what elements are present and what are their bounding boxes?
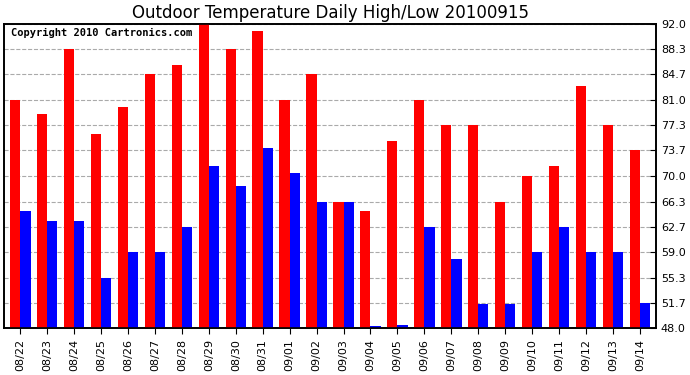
Bar [387,141,397,328]
Bar [522,176,532,328]
Bar [20,211,30,328]
Bar [209,166,219,328]
Bar [253,31,263,328]
Bar [118,107,128,328]
Bar [236,186,246,328]
Text: Copyright 2010 Cartronics.com: Copyright 2010 Cartronics.com [10,28,192,38]
Bar [47,221,57,328]
Bar [226,50,236,328]
Bar [128,252,138,328]
Bar [505,304,515,328]
Bar [145,74,155,328]
Bar [397,325,408,328]
Bar [344,202,354,328]
Bar [640,303,650,328]
Bar [279,100,290,328]
Bar [263,148,273,328]
Bar [37,114,47,328]
Bar [306,74,317,328]
Bar [10,100,20,328]
Bar [532,252,542,328]
Bar [414,100,424,328]
Bar [91,135,101,328]
Bar [333,202,344,328]
Bar [495,202,505,328]
Bar [441,126,451,328]
Bar [559,226,569,328]
Bar [182,226,193,328]
Bar [478,304,489,328]
Bar [360,211,371,328]
Bar [75,221,84,328]
Bar [629,150,640,328]
Title: Outdoor Temperature Daily High/Low 20100915: Outdoor Temperature Daily High/Low 20100… [132,4,529,22]
Bar [290,172,300,328]
Bar [155,252,165,328]
Bar [424,226,435,328]
Bar [451,259,462,328]
Bar [549,166,559,328]
Bar [602,126,613,328]
Bar [586,252,596,328]
Bar [317,202,327,328]
Bar [64,50,75,328]
Bar [371,326,381,328]
Bar [172,65,182,328]
Bar [101,278,111,328]
Bar [613,252,623,328]
Bar [468,126,478,328]
Bar [199,24,209,328]
Bar [575,86,586,328]
